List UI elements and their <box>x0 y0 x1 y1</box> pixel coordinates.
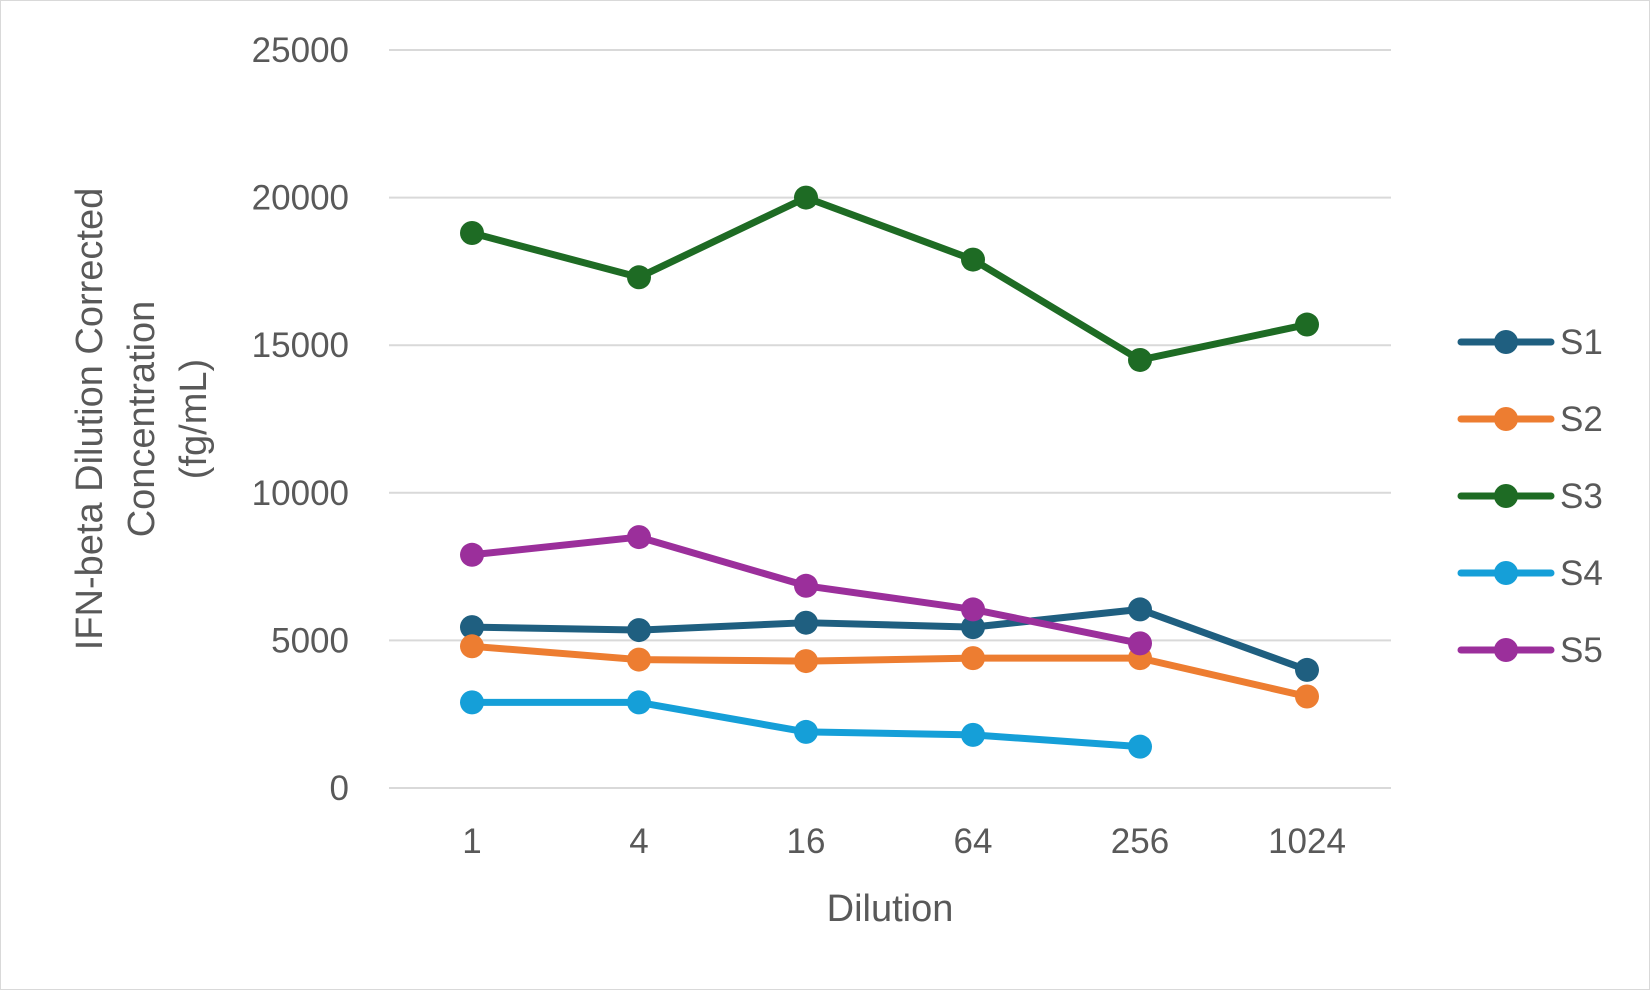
y-tick-label: 20000 <box>252 179 349 218</box>
y-tick-label: 0 <box>330 769 349 808</box>
x-tick-label: 1024 <box>1268 822 1346 861</box>
x-tick-label: 256 <box>1111 822 1169 861</box>
x-tick-label: 16 <box>787 822 826 861</box>
data-point <box>794 610 818 635</box>
series-lines <box>460 185 1319 759</box>
series-line <box>468 194 1311 364</box>
data-point <box>627 647 651 672</box>
legend-label: S1 <box>1560 323 1603 362</box>
data-point <box>460 542 484 567</box>
y-tick-label: 10000 <box>252 474 349 513</box>
data-point <box>1295 312 1319 337</box>
data-point <box>627 525 651 550</box>
data-point <box>1128 597 1152 622</box>
x-axis-title: Dilution <box>827 888 954 930</box>
data-point <box>1128 734 1152 759</box>
series-line <box>468 605 1311 674</box>
x-tick-label: 1 <box>462 822 481 861</box>
legend-item: S3 <box>1457 477 1603 516</box>
legend-label: S3 <box>1560 477 1603 516</box>
x-tick-label: 4 <box>629 822 648 861</box>
data-point <box>1295 657 1319 682</box>
data-point <box>1128 347 1152 372</box>
series-s3 <box>460 185 1319 372</box>
data-point <box>961 646 985 671</box>
data-point <box>794 573 818 598</box>
data-point <box>1295 684 1319 709</box>
legend-item: S4 <box>1457 554 1603 593</box>
legend-marker <box>1494 407 1518 431</box>
data-point <box>627 265 651 290</box>
series-line <box>468 642 1311 700</box>
data-point <box>460 634 484 659</box>
legend-item: S2 <box>1457 400 1603 439</box>
x-axis-ticks: 1 4 16 64 256 1024 <box>462 822 1346 861</box>
legend-label: S4 <box>1560 554 1603 593</box>
y-tick-label: 25000 <box>252 31 349 70</box>
data-point <box>961 247 985 272</box>
legend-label: S2 <box>1560 400 1603 439</box>
legend-item: S5 <box>1457 631 1603 670</box>
y-tick-label: 5000 <box>271 621 349 660</box>
data-point <box>460 221 484 246</box>
legend-marker <box>1494 330 1518 354</box>
y-axis-ticks: 0 5000 10000 15000 20000 25000 <box>252 31 349 808</box>
data-point <box>961 597 985 622</box>
data-point <box>460 690 484 715</box>
series-s2 <box>460 634 1319 709</box>
legend-item: S1 <box>1457 323 1603 362</box>
x-tick-label: 64 <box>954 822 993 861</box>
data-point <box>627 690 651 715</box>
gridlines <box>389 49 1391 789</box>
data-point <box>460 615 484 640</box>
y-tick-label: 15000 <box>252 326 349 365</box>
data-point <box>794 649 818 674</box>
y-axis-title-line: (fg/mL) <box>173 359 215 479</box>
y-axis-title: IFN-beta Dilution Corrected Concentration… <box>69 188 215 651</box>
y-axis-title-line: IFN-beta Dilution Corrected <box>69 188 111 651</box>
y-axis-title-line: Concentration <box>121 301 163 538</box>
data-point <box>961 615 985 640</box>
series-s5 <box>460 525 1152 656</box>
legend: S1 S2 S3 S4 S5 <box>1457 323 1603 670</box>
data-point <box>627 618 651 643</box>
data-point <box>794 719 818 744</box>
legend-marker <box>1494 561 1518 585</box>
series-s1 <box>460 597 1319 682</box>
legend-label: S5 <box>1560 631 1603 670</box>
data-point <box>961 722 985 747</box>
legend-marker <box>1494 638 1518 662</box>
data-point <box>794 185 818 210</box>
data-point <box>1128 631 1152 656</box>
series-s4 <box>460 690 1152 759</box>
legend-marker <box>1494 484 1518 508</box>
